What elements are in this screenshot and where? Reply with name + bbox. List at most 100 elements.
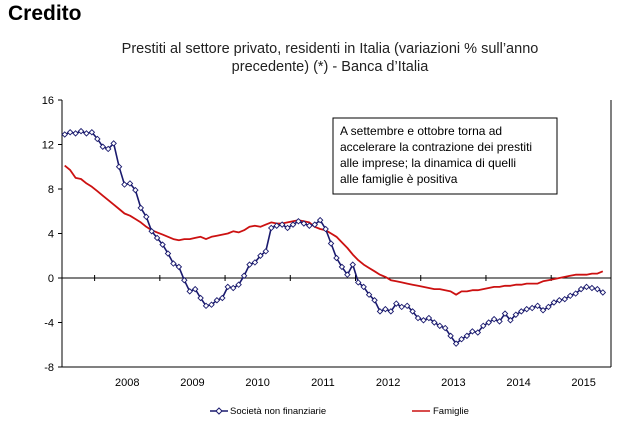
data-point bbox=[490, 315, 498, 323]
data-point bbox=[273, 222, 280, 229]
annotation-line-3: alle imprese; la dinamica di quelli bbox=[340, 156, 516, 170]
data-point bbox=[153, 234, 161, 242]
data-point bbox=[452, 340, 460, 347]
y-tick-label: 0 bbox=[48, 273, 54, 285]
data-point bbox=[382, 305, 389, 313]
data-point bbox=[159, 241, 166, 248]
data-point bbox=[191, 285, 199, 293]
data-point bbox=[523, 305, 530, 313]
data-point bbox=[355, 279, 362, 286]
data-point bbox=[550, 299, 558, 306]
data-point bbox=[441, 324, 449, 332]
data-point bbox=[333, 254, 340, 262]
data-point bbox=[376, 308, 384, 315]
x-tick-label: 2010 bbox=[245, 377, 269, 389]
legend-marker-societa bbox=[215, 407, 223, 415]
data-point bbox=[463, 332, 471, 340]
x-tick-label: 2015 bbox=[571, 377, 595, 389]
data-point bbox=[121, 181, 128, 188]
data-point bbox=[181, 276, 188, 284]
data-point bbox=[528, 304, 536, 312]
x-tick-label: 2013 bbox=[441, 377, 465, 389]
data-point bbox=[164, 250, 172, 257]
data-point bbox=[115, 163, 123, 170]
data-point bbox=[365, 291, 373, 298]
x-tick-labels: 2008 2009 2010 2011 2012 2013 2014 2015 bbox=[115, 377, 596, 389]
x-tick-label: 2014 bbox=[506, 377, 530, 389]
data-point bbox=[94, 135, 101, 143]
data-point bbox=[289, 221, 297, 228]
y-tick-label: -4 bbox=[44, 318, 54, 330]
data-point bbox=[202, 302, 210, 310]
data-point bbox=[137, 204, 145, 212]
data-point bbox=[469, 328, 476, 335]
data-point bbox=[83, 130, 90, 137]
x-tick-label: 2011 bbox=[311, 377, 335, 389]
data-point bbox=[219, 294, 226, 302]
legend-item-famiglie: Famiglie bbox=[412, 406, 469, 417]
data-point bbox=[588, 284, 596, 292]
y-tick-label: 4 bbox=[48, 229, 54, 241]
data-point bbox=[143, 213, 150, 221]
data-point bbox=[507, 317, 514, 324]
data-point bbox=[583, 283, 590, 291]
data-point bbox=[306, 222, 313, 229]
data-point bbox=[251, 259, 259, 266]
data-point bbox=[235, 281, 242, 288]
annotation-frame bbox=[332, 117, 558, 195]
data-point bbox=[518, 308, 525, 315]
data-point bbox=[539, 307, 547, 314]
data-point bbox=[485, 319, 492, 326]
data-point bbox=[322, 225, 329, 233]
data-point bbox=[398, 303, 405, 311]
data-point bbox=[371, 297, 378, 304]
data-point bbox=[414, 314, 422, 322]
chart-title-line-2: precedente) (*) - Banca d’Italia bbox=[231, 59, 429, 75]
data-point bbox=[246, 261, 253, 268]
data-point bbox=[77, 127, 85, 135]
y-tick-label: 12 bbox=[42, 140, 54, 152]
data-point bbox=[170, 260, 177, 267]
data-point bbox=[501, 310, 509, 317]
data-point bbox=[240, 272, 248, 280]
data-point bbox=[436, 322, 444, 330]
data-point bbox=[99, 143, 107, 150]
series-line bbox=[64, 130, 604, 345]
data-point bbox=[409, 308, 416, 315]
data-point bbox=[295, 218, 302, 225]
data-point bbox=[197, 294, 204, 302]
data-point bbox=[72, 130, 79, 137]
data-point bbox=[300, 220, 308, 227]
data-point bbox=[175, 263, 183, 271]
data-point bbox=[284, 224, 291, 232]
data-point bbox=[88, 129, 96, 136]
data-point bbox=[126, 180, 134, 187]
data-point bbox=[213, 297, 221, 304]
data-point bbox=[556, 297, 563, 304]
data-point bbox=[262, 248, 270, 255]
data-point bbox=[393, 300, 400, 307]
y-tick-label: 8 bbox=[48, 184, 54, 196]
series-layer bbox=[61, 127, 607, 347]
slide-heading: Credito bbox=[8, 2, 82, 25]
annotation-line-1: A settembre e ottobre torna ad bbox=[340, 124, 502, 138]
chart-title: Prestiti al settore privato, residenti i… bbox=[60, 40, 600, 76]
data-point bbox=[186, 288, 193, 295]
annotation-box: A settembre e ottobre torna ad accelerar… bbox=[332, 117, 558, 195]
data-point bbox=[344, 271, 351, 278]
data-point bbox=[132, 186, 139, 194]
x-tick-label: 2008 bbox=[115, 377, 139, 389]
data-point bbox=[104, 145, 112, 153]
data-point bbox=[572, 290, 579, 297]
annotation-line-4: alle famiglie è positiva bbox=[340, 172, 458, 186]
data-point bbox=[534, 302, 541, 310]
data-point bbox=[431, 319, 438, 326]
legend-label-societa: Società non finanziarie bbox=[230, 406, 326, 417]
data-point bbox=[479, 322, 487, 330]
data-point bbox=[208, 301, 215, 308]
legend-item-societa: Società non finanziarie bbox=[210, 406, 326, 417]
series-societa-non-finanziarie bbox=[61, 127, 607, 347]
data-point bbox=[458, 335, 465, 343]
data-point bbox=[594, 285, 601, 293]
